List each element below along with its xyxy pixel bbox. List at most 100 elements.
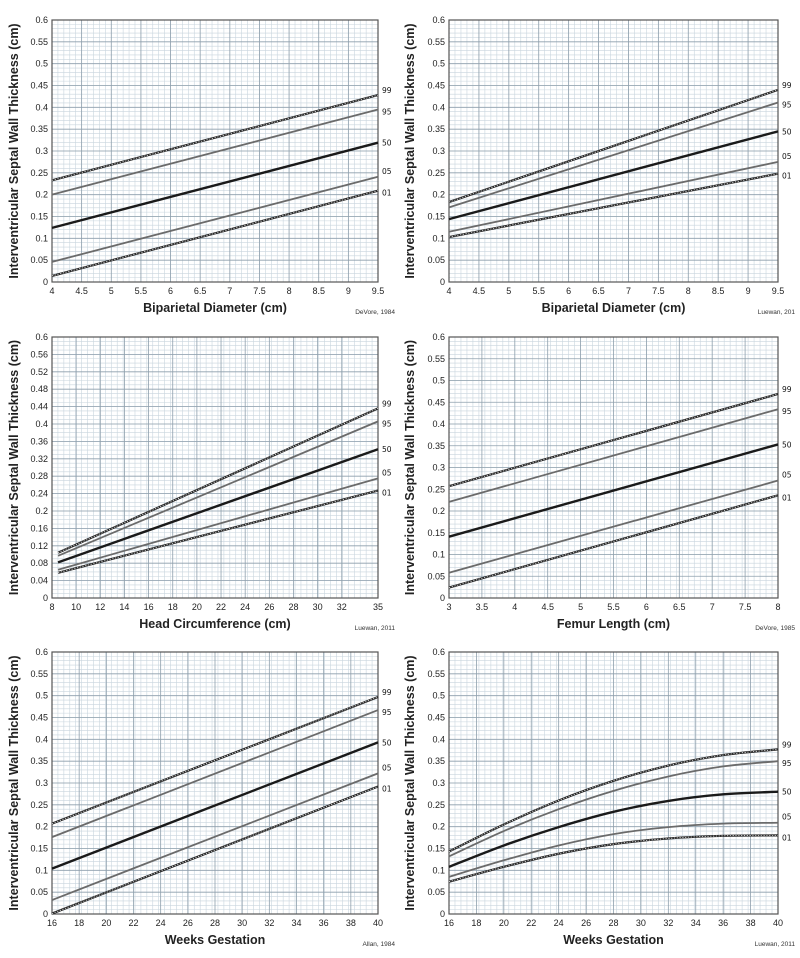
y-tick-label: 0 xyxy=(43,909,48,919)
series-line-p50 xyxy=(448,443,779,538)
x-axis-title: Biparietal Diameter (cm) xyxy=(143,301,287,315)
x-axis-title: Head Circumference (cm) xyxy=(139,617,290,631)
y-tick-label: 0.15 xyxy=(30,212,48,222)
x-tick-label: 8 xyxy=(49,602,54,612)
y-tick-label: 0.4 xyxy=(35,734,48,744)
y-axis-title: Interventricular Septal Wall Thickness (… xyxy=(7,655,21,910)
percentile-label: 01 xyxy=(782,493,792,502)
y-tick-label: 0.25 xyxy=(427,800,445,810)
x-tick-label: 6 xyxy=(566,286,571,296)
y-tick-label: 0 xyxy=(43,593,48,603)
chart-panel-4: 0 0.05 0.1 0.15 0.2 0.25 0.3 0.35 0.4 0.45 0.5 0.55… xyxy=(403,332,795,632)
series-line-p01-dots xyxy=(51,786,379,914)
x-tick-label: 22 xyxy=(526,918,536,928)
percentile-label: 05 xyxy=(782,471,792,480)
x-tick-label: 4.5 xyxy=(473,286,486,296)
y-tick-label: 0.05 xyxy=(427,887,445,897)
y-tick-label: 0.4 xyxy=(432,102,445,112)
y-tick-label: 0.44 xyxy=(30,402,48,412)
percentile-label: 95 xyxy=(382,419,392,428)
grid xyxy=(51,19,379,283)
y-tick-label: 0.45 xyxy=(30,81,48,91)
y-tick-label: 0.05 xyxy=(30,887,48,897)
percentile-label: 01 xyxy=(382,489,392,498)
y-tick-label: 0.15 xyxy=(427,528,445,538)
x-tick-label: 16 xyxy=(47,918,57,928)
percentile-label: 95 xyxy=(382,108,392,117)
x-tick-label: 32 xyxy=(663,918,673,928)
y-tick-label: 0.04 xyxy=(30,576,48,586)
y-tick-label: 0.12 xyxy=(30,541,48,551)
x-tick-label: 4 xyxy=(446,286,451,296)
x-tick-label: 30 xyxy=(237,918,247,928)
series-line-p01-dots xyxy=(57,490,379,574)
x-tick-label: 28 xyxy=(210,918,220,928)
x-tick-label: 26 xyxy=(581,918,591,928)
percentile-label: 50 xyxy=(782,127,792,136)
x-tick-label: 7 xyxy=(710,602,715,612)
series-line-p99 xyxy=(57,407,379,554)
series-line-p50 xyxy=(51,141,379,230)
x-tick-label: 6.5 xyxy=(592,286,605,296)
citation: Luewan, 2011 xyxy=(755,941,796,948)
percentile-label: 05 xyxy=(782,813,792,822)
x-tick-label: 22 xyxy=(216,602,226,612)
series-line-p95 xyxy=(448,101,779,209)
x-tick-label: 28 xyxy=(288,602,298,612)
x-tick-label: 9 xyxy=(746,286,751,296)
percentile-label: 99 xyxy=(782,385,792,394)
percentile-label: 99 xyxy=(382,688,392,697)
y-tick-label: 0.55 xyxy=(30,669,48,679)
y-tick-label: 0.56 xyxy=(30,349,48,359)
y-tick-label: 0.25 xyxy=(30,168,48,178)
x-tick-label: 34 xyxy=(691,918,701,928)
x-tick-label: 36 xyxy=(319,918,329,928)
x-tick-label: 8 xyxy=(775,602,780,612)
y-tick-label: 0.55 xyxy=(427,37,445,47)
x-tick-label: 4 xyxy=(512,602,517,612)
citation: DeVore, 1985 xyxy=(755,625,795,632)
y-tick-label: 0.08 xyxy=(30,558,48,568)
y-tick-label: 0.1 xyxy=(35,865,48,875)
y-tick-label: 0.35 xyxy=(427,441,445,451)
y-axis-title: Interventricular Septal Wall Thickness (… xyxy=(7,340,21,595)
grid xyxy=(51,651,379,915)
x-tick-label: 7 xyxy=(227,286,232,296)
x-tick-label: 32 xyxy=(264,918,274,928)
series-line-p50 xyxy=(448,790,779,868)
y-tick-label: 0.6 xyxy=(432,15,445,25)
y-tick-label: 0.45 xyxy=(427,81,445,91)
x-tick-label: 10 xyxy=(71,602,81,612)
percentile-label: 99 xyxy=(782,81,792,90)
y-tick-label: 0.2 xyxy=(432,506,445,516)
y-tick-label: 0.6 xyxy=(432,647,445,657)
y-tick-label: 0.6 xyxy=(35,15,48,25)
y-axis-title: Interventricular Septal Wall Thickness (… xyxy=(403,340,417,595)
x-tick-label: 6 xyxy=(168,286,173,296)
x-tick-label: 30 xyxy=(636,918,646,928)
y-tick-label: 0.6 xyxy=(35,647,48,657)
x-tick-label: 40 xyxy=(373,918,383,928)
x-tick-label: 8 xyxy=(686,286,691,296)
y-tick-label: 0.1 xyxy=(432,233,445,243)
x-tick-label: 38 xyxy=(346,918,356,928)
y-axis-title: Interventricular Septal Wall Thickness (… xyxy=(403,23,417,278)
x-tick-label: 9 xyxy=(346,286,351,296)
y-tick-label: 0.6 xyxy=(35,332,48,342)
x-tick-label: 7 xyxy=(626,286,631,296)
x-tick-label: 5 xyxy=(109,286,114,296)
x-tick-label: 18 xyxy=(471,918,481,928)
x-tick-label: 20 xyxy=(101,918,111,928)
plot-frame xyxy=(448,336,779,599)
percentile-label: 99 xyxy=(382,399,392,408)
x-tick-label: 26 xyxy=(183,918,193,928)
grid xyxy=(448,336,779,599)
y-tick-label: 0.35 xyxy=(30,124,48,134)
y-tick-label: 0.48 xyxy=(30,384,48,394)
x-tick-label: 5.5 xyxy=(532,286,545,296)
y-tick-label: 0.4 xyxy=(35,102,48,112)
y-tick-label: 0.4 xyxy=(35,419,48,429)
percentile-label: 01 xyxy=(782,833,792,842)
series-line-p95 xyxy=(448,760,779,858)
y-tick-label: 0.1 xyxy=(35,233,48,243)
